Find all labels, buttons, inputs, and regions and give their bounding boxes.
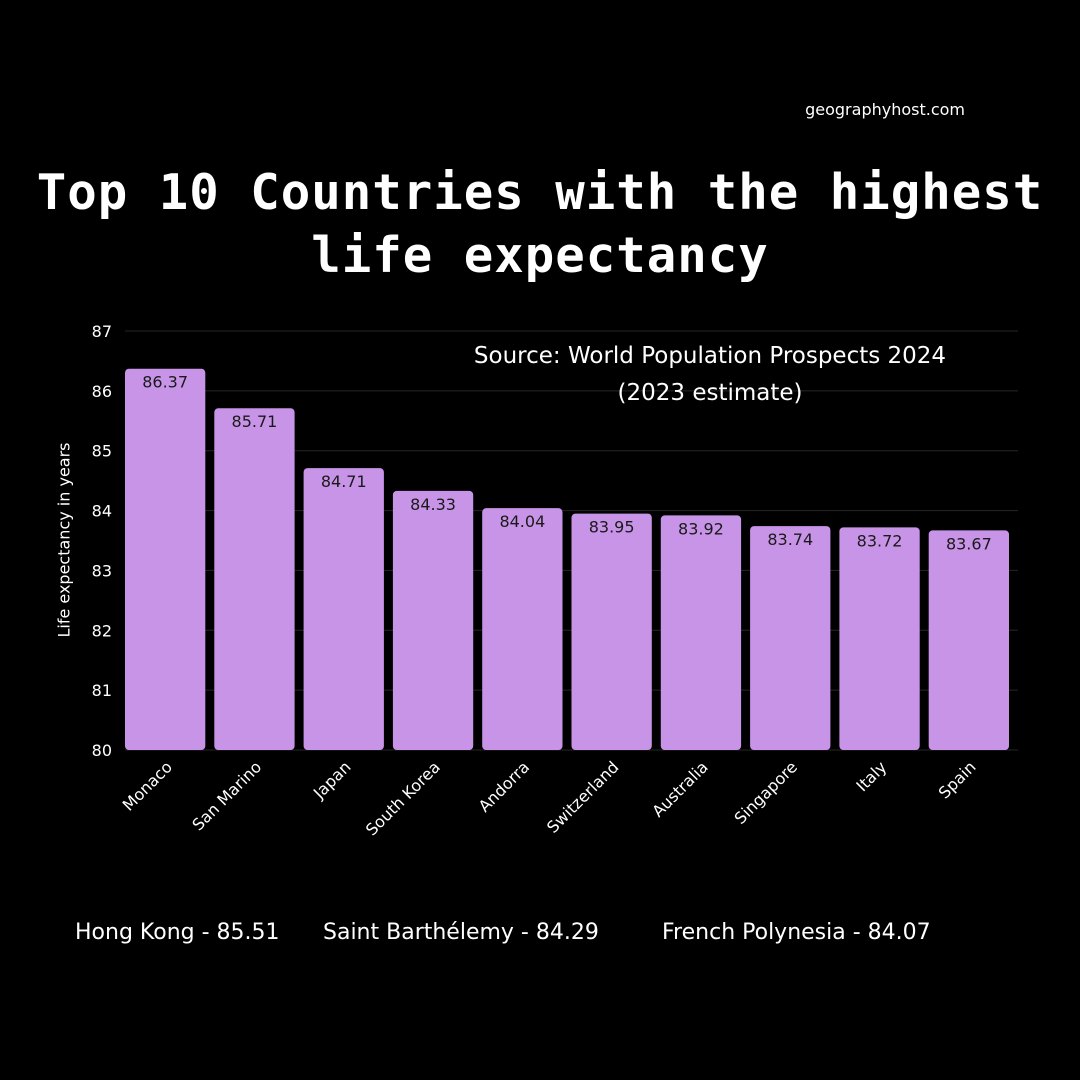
y-tick-label: 82	[92, 621, 112, 640]
bar-san-marino	[214, 408, 295, 750]
footer-note-hong-kong: Hong Kong - 85.51	[75, 920, 280, 945]
data-label-san-marino: 85.71	[232, 412, 278, 431]
bar-monaco	[125, 368, 206, 750]
x-tick-labels: Monaco San Marino Japan South Korea Andorra S…	[119, 757, 980, 839]
x-tick-label-italy: Italy	[852, 757, 890, 795]
x-tick-label-singapore: Singapore	[731, 757, 802, 828]
x-tick-label-australia: Australia	[648, 757, 711, 820]
data-label-japan: 84.71	[321, 472, 367, 491]
data-label-south-korea: 84.33	[410, 495, 456, 514]
bar-singapore	[750, 526, 831, 750]
source-note-line-1: Source: World Population Prospects 2024	[473, 343, 947, 369]
y-tick-label: 84	[92, 502, 112, 521]
y-tick-labels: 80 81 82 83 84 85 86 87	[92, 322, 112, 760]
chart-title-line-1: Top 10 Countries with the highest	[36, 164, 1044, 221]
y-tick-label: 86	[92, 382, 112, 401]
y-tick-label: 85	[92, 442, 112, 461]
bar-south-korea	[392, 490, 474, 750]
footer-note-french-polynesia: French Polynesia - 84.07	[662, 920, 931, 945]
footer-notes: Hong Kong - 85.51 Saint Barthélemy - 84.…	[0, 920, 1080, 960]
bar-japan	[303, 468, 384, 750]
bar-switzerland	[571, 513, 652, 750]
data-label-italy: 83.72	[857, 531, 903, 550]
source-note-line-2: (2023 estimate)	[617, 380, 803, 406]
y-axis-label: Life expectancy in years	[54, 442, 74, 638]
y-tick-label: 83	[92, 561, 112, 580]
x-tick-label-spain: Spain	[935, 757, 980, 802]
data-label-monaco: 86.37	[142, 373, 188, 392]
site-credit: geographyhost.com	[805, 100, 965, 119]
bars: 86.37 85.71 84.71 84.33 84.04 83.95 83.92 83.74…	[125, 368, 1009, 750]
data-label-spain: 83.67	[946, 534, 992, 553]
data-label-australia: 83.92	[678, 519, 724, 538]
x-tick-label-andorra: Andorra	[475, 757, 533, 815]
x-tick-label-south-korea: South Korea	[362, 757, 444, 839]
y-tick-label: 80	[92, 741, 112, 760]
bar-spain	[928, 530, 1009, 750]
data-label-andorra: 84.04	[499, 512, 545, 531]
x-tick-label-monaco: Monaco	[119, 757, 176, 814]
x-tick-label-san-marino: San Marino	[188, 757, 265, 834]
bar-andorra	[482, 508, 563, 750]
bar-australia	[660, 515, 742, 750]
footer-note-saint-barthelemy: Saint Barthélemy - 84.29	[323, 920, 599, 945]
y-tick-label: 87	[92, 322, 112, 341]
data-label-singapore: 83.74	[767, 530, 813, 549]
bar-italy	[839, 527, 920, 750]
chart-title-line-2: life expectancy	[311, 227, 769, 284]
data-label-switzerland: 83.95	[589, 518, 635, 537]
x-tick-label-japan: Japan	[309, 757, 355, 803]
x-tick-label-switzerland: Switzerland	[543, 757, 622, 836]
y-tick-label: 81	[92, 681, 112, 700]
